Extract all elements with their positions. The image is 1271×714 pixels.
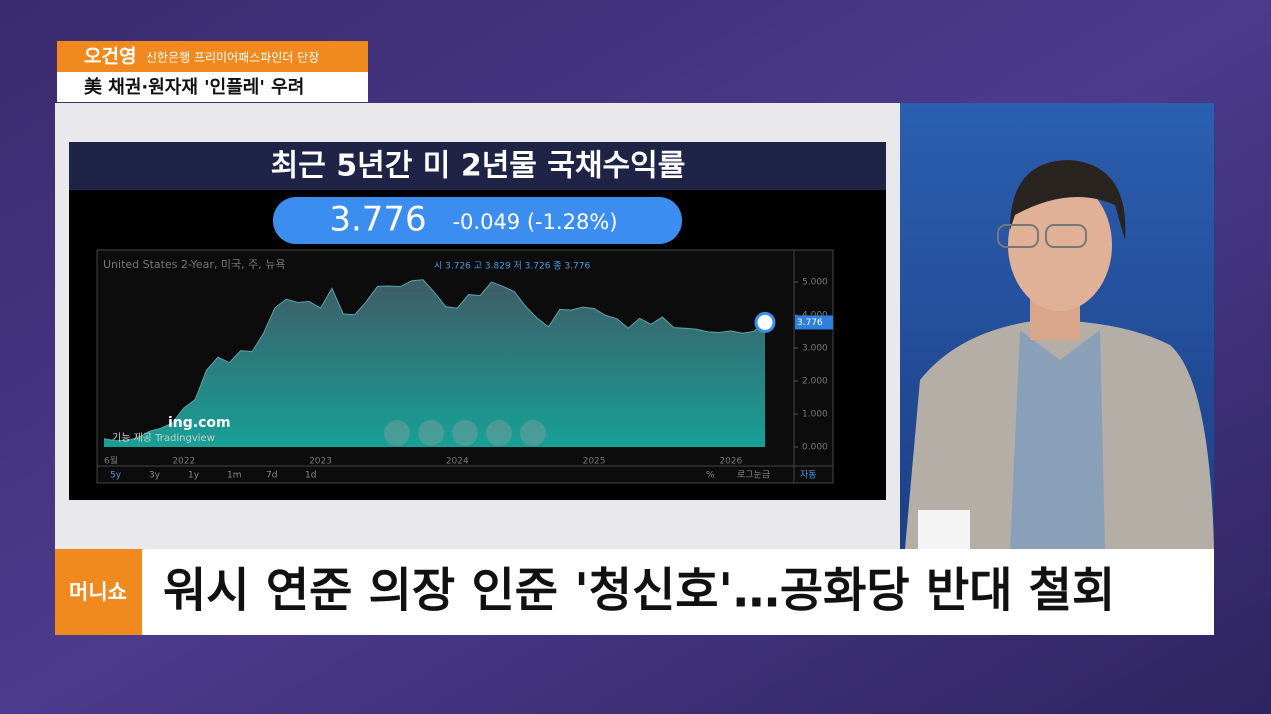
watermark: ing.com bbox=[168, 415, 231, 431]
y-tick-label: 2.000 bbox=[802, 377, 828, 387]
headline-box bbox=[142, 549, 1214, 635]
x-tick-label: 2026 bbox=[719, 457, 742, 467]
range-button[interactable]: 5y bbox=[110, 471, 122, 481]
brand: 머니쇼 bbox=[69, 580, 127, 604]
name-tag bbox=[57, 41, 368, 72]
range-button[interactable]: 7d bbox=[266, 471, 277, 481]
nav-button[interactable] bbox=[520, 420, 546, 446]
topic: 美 채권·원자재 '인플레' 우려 bbox=[84, 76, 304, 98]
option-button[interactable]: 로그눈금 bbox=[737, 470, 770, 481]
brand-box bbox=[55, 549, 142, 635]
topic-box bbox=[57, 72, 368, 102]
range-button[interactable]: 1m bbox=[227, 471, 242, 481]
range-button[interactable]: 1y bbox=[188, 471, 200, 481]
nav-button[interactable] bbox=[418, 420, 444, 446]
y-tick-label: 0.000 bbox=[802, 443, 828, 453]
nav-button[interactable] bbox=[486, 420, 512, 446]
presenter bbox=[905, 160, 1214, 549]
price-label: 3.776 bbox=[797, 318, 823, 328]
x-tick-label: 2024 bbox=[446, 457, 469, 467]
option-button[interactable]: 자동 bbox=[800, 470, 817, 481]
y-tick-label: 1.000 bbox=[802, 410, 828, 420]
credit: 기능 제공 Tradingview bbox=[112, 432, 215, 444]
name: 오건영 bbox=[84, 46, 136, 68]
price-pill bbox=[273, 197, 682, 244]
range-button[interactable]: 1d bbox=[305, 471, 316, 481]
nav-button[interactable] bbox=[384, 420, 410, 446]
range-button[interactable]: 3y bbox=[149, 471, 161, 481]
price-label-bg bbox=[795, 315, 833, 330]
headline: 워시 연준 의장 인준 '청신호'…공화당 반대 철회 bbox=[163, 564, 1115, 619]
change: -0.049 (-1.28%) bbox=[452, 210, 617, 234]
y-tick-label: 5.000 bbox=[802, 278, 828, 288]
panel-title: 최근 5년간 미 2년물 국채수익률 bbox=[271, 149, 686, 184]
ohlc-text: 시 3.726 고 3.829 저 3.726 종 3.776 bbox=[434, 261, 590, 272]
price: 3.776 bbox=[329, 200, 426, 240]
role: 신한은행 프리미어패스파인더 단장 bbox=[146, 50, 319, 65]
x-tick-label: 2023 bbox=[309, 457, 332, 467]
x-tick-label: 2025 bbox=[583, 457, 606, 467]
nav-button[interactable] bbox=[452, 420, 478, 446]
legend-text: United States 2-Year, 미국, 주, 뉴욕 bbox=[103, 258, 286, 271]
line bbox=[103, 279, 766, 442]
title-band bbox=[69, 142, 886, 190]
last-point bbox=[754, 311, 776, 333]
y-tick-label: 3.000 bbox=[802, 344, 828, 354]
x-tick-label: 6월 bbox=[104, 455, 118, 467]
x-tick-label: 2022 bbox=[172, 457, 195, 467]
option-button[interactable]: % bbox=[706, 471, 715, 481]
